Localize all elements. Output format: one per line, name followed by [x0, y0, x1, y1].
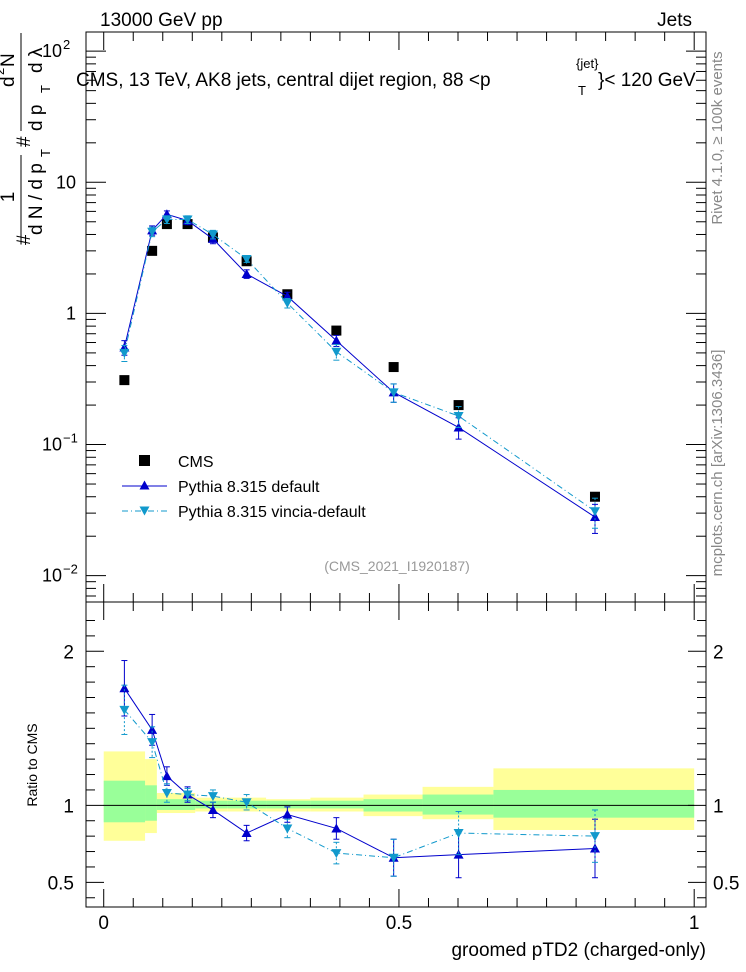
legend-cms-label: CMS [178, 454, 214, 471]
ratio-vincia-point [388, 853, 399, 863]
main-y-tick-label: 10 [56, 172, 76, 192]
ratio-vincia-point [282, 824, 293, 834]
ratio-vincia-point [241, 798, 252, 808]
main-y-tick-exponent: −1 [63, 431, 78, 446]
legend-vincia-marker [139, 506, 150, 516]
ratio-y-tick-label-right: 2 [713, 642, 724, 663]
vincia-data-point [282, 299, 293, 309]
ratio-y-tick-label-right: 0.5 [713, 873, 739, 894]
cms-uncertainty-band-inner [266, 800, 311, 809]
ratio-default-point [331, 823, 342, 833]
cms-data-point [147, 245, 158, 256]
cms-data-point [388, 362, 399, 373]
analysis-watermark: (CMS_2021_I1920187) [324, 558, 470, 574]
main-title-subscript: T [578, 83, 586, 98]
ratio-default-point [161, 771, 172, 781]
main-y-tick-label: 1 [66, 303, 76, 323]
main-title-text: CMS, 13 TeV, AK8 jets, central dijet reg… [76, 70, 491, 91]
ratio-vincia-point [331, 849, 342, 859]
legend-cms-marker [139, 455, 150, 466]
main-y-tick-label: 10 [42, 435, 62, 455]
ylabel-den-2-sub: T [38, 85, 53, 93]
ratio-vincia-point [207, 792, 218, 802]
cms-uncertainty-band-inner [493, 789, 695, 818]
default-data-point [241, 268, 252, 278]
ratio-default-point [589, 843, 600, 853]
default-series-line [123, 213, 596, 518]
ratio-y-tick-label-left: 2 [63, 642, 74, 663]
ratio-y-tick-label-left: 1 [63, 796, 74, 817]
main-title-tail: }< 120 GeV [598, 70, 696, 91]
x-tick-label: 0.5 [386, 913, 412, 934]
cms-uncertainty-band-inner [145, 785, 157, 821]
ratio-default-point [147, 724, 158, 734]
cms-data-point [453, 400, 464, 411]
ylabel-hash-mid: # [14, 136, 35, 147]
main-y-tick-exponent: −2 [63, 562, 78, 577]
ylabel-num-1: 1 [0, 192, 19, 203]
vincia-data-point [182, 215, 193, 225]
cms-uncertainty-band-inner [422, 794, 494, 815]
main-y-tick-exponent: 2 [63, 37, 70, 52]
cms-uncertainty-band-inner [195, 800, 228, 809]
ratio-default-point [241, 828, 252, 838]
legend: CMS Pythia 8.315 default Pythia 8.315 vi… [122, 454, 366, 521]
vincia-data-point [241, 255, 252, 265]
ratio-vincia-point [182, 790, 193, 800]
ylabel-den-1-sub: T [38, 149, 53, 157]
cms-data-point [119, 375, 130, 386]
mcplots-label: mcplots.cern.ch [arXiv:1306.3436] [709, 350, 726, 577]
main-title-superscript: {jet} [576, 56, 599, 71]
ratio-y-tick-label-right: 1 [713, 796, 724, 817]
ratio-y-axis-label: Ratio to CMS [24, 723, 40, 806]
vincia-data-point [453, 412, 464, 422]
ratio-vincia-point [589, 832, 600, 842]
ylabel-num-2-sup: 2 [0, 68, 7, 75]
ylabel-den-2: d p [26, 105, 47, 131]
ylabel-den-2-tail: d λ [26, 47, 47, 73]
legend-default-label: Pythia 8.315 default [178, 479, 320, 496]
ratio-vincia-point [161, 789, 172, 799]
vincia-data-point [388, 388, 399, 398]
cms-uncertainty-band-inner [310, 800, 364, 809]
header-category-label: Jets [657, 10, 692, 31]
vincia-data-point [119, 348, 130, 358]
ylabel-num-2: d [0, 76, 19, 87]
cms-uncertainty-band-inner [103, 780, 146, 823]
default-data-point [331, 335, 342, 345]
ylabel-hash-left: # [14, 234, 35, 245]
main-plot-title: CMS, 13 TeV, AK8 jets, central dijet reg… [76, 56, 696, 98]
ratio-vincia-point [453, 829, 464, 839]
cms-data-point [331, 325, 342, 336]
ratio-default-point [207, 804, 218, 814]
legend-default-marker [139, 480, 150, 490]
main-y-tick-label: 10 [42, 41, 62, 61]
default-data-point [589, 512, 600, 522]
ratio-default-point [282, 809, 293, 819]
x-tick-label: 0 [98, 913, 109, 934]
ratio-y-tick-label-left: 0.5 [48, 873, 74, 894]
vincia-data-point [161, 215, 172, 225]
ylabel-den-1: d N / d p [26, 163, 47, 235]
cms-uncertainty-band-inner [156, 799, 196, 810]
x-axis-label: groomed pTD2 (charged-only) [451, 940, 706, 961]
ratio-vincia-point [147, 738, 158, 748]
ratio-plot-frame [85, 601, 707, 908]
ylabel-num-2-tail: N [0, 53, 19, 67]
legend-vincia-label: Pythia 8.315 vincia-default [178, 504, 366, 521]
cms-data-point [589, 491, 600, 502]
vincia-data-point [147, 227, 158, 237]
ratio-default-point [119, 683, 130, 693]
vincia-data-point [207, 230, 218, 240]
header-collision-label: 13000 GeV pp [100, 10, 223, 31]
vincia-data-point [331, 347, 342, 357]
x-tick-label: 1 [689, 913, 700, 934]
rivet-version-label: Rivet 4.1.0, ≥ 100k events [709, 51, 726, 224]
main-y-tick-label: 10 [42, 566, 62, 586]
ratio-vincia-point [119, 705, 130, 715]
main-y-axis-label: # 1 d N / d p T # d 2 N d p T d λ [0, 33, 53, 245]
vincia-data-point [589, 507, 600, 517]
